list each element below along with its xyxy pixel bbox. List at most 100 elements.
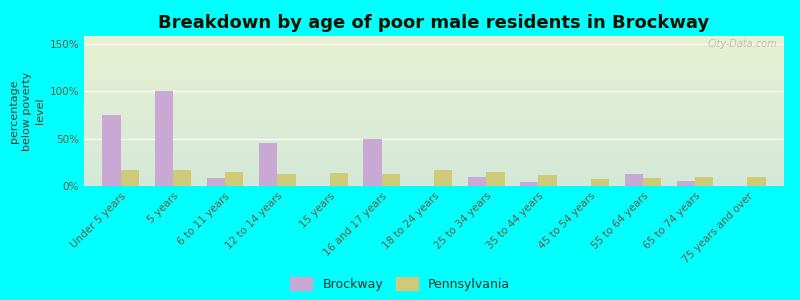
Bar [538,175,557,186]
Bar [259,143,278,186]
Bar [84,159,784,160]
Title: Breakdown by age of poor male residents in Brockway: Breakdown by age of poor male residents … [158,14,710,32]
Bar [84,148,784,150]
Bar [590,179,609,186]
Bar [84,162,784,164]
Bar [84,46,784,48]
Bar [206,178,225,186]
Bar [84,168,784,170]
Bar [84,54,784,56]
Bar [84,88,784,90]
Bar [84,112,784,114]
Bar [625,174,643,186]
Bar [84,52,784,54]
Bar [84,178,784,180]
Bar [84,130,784,132]
Bar [173,170,191,186]
Bar [84,87,784,88]
Bar [84,138,784,140]
Bar [84,81,784,82]
Bar [84,75,784,76]
Bar [84,171,784,172]
Bar [84,136,784,138]
Bar [84,128,784,129]
Bar [84,182,784,183]
Bar [84,141,784,142]
Bar [84,154,784,156]
Bar [84,120,784,122]
Bar [84,126,784,128]
Bar [225,172,243,186]
Bar [84,111,784,112]
Bar [84,39,784,40]
Bar [363,139,382,186]
Bar [84,48,784,50]
Bar [486,172,505,186]
Bar [84,160,784,162]
Bar [84,76,784,78]
Bar [84,105,784,106]
Bar [84,117,784,118]
Bar [84,114,784,116]
Bar [102,115,121,186]
Bar [84,66,784,68]
Bar [154,91,173,186]
Bar [84,142,784,144]
Bar [84,90,784,92]
Bar [84,74,784,75]
Bar [84,42,784,44]
Bar [84,106,784,108]
Bar [84,118,784,120]
Bar [84,57,784,58]
Bar [278,174,295,186]
Bar [84,82,784,84]
Bar [84,110,784,111]
Bar [434,170,452,186]
Bar [84,169,784,171]
Y-axis label: percentage
below poverty
level: percentage below poverty level [9,71,46,151]
Bar [84,50,784,51]
Bar [84,84,784,86]
Bar [84,92,784,93]
Bar [84,99,784,100]
Bar [84,116,784,117]
Bar [84,123,784,124]
Bar [643,178,662,186]
Bar [84,40,784,42]
Bar [84,102,784,104]
Bar [84,147,784,148]
Bar [84,96,784,98]
Bar [84,167,784,168]
Bar [677,181,695,186]
Bar [84,38,784,39]
Bar [84,124,784,126]
Bar [84,58,784,60]
Bar [84,98,784,99]
Bar [84,78,784,80]
Text: City-Data.com: City-Data.com [707,39,777,49]
Bar [695,178,714,186]
Bar [84,174,784,176]
Bar [747,178,766,186]
Bar [84,56,784,57]
Bar [84,158,784,159]
Bar [84,61,784,63]
Legend: Brockway, Pennsylvania: Brockway, Pennsylvania [290,277,510,291]
Bar [84,122,784,123]
Bar [84,60,784,61]
Bar [84,69,784,70]
Bar [84,172,784,174]
Bar [84,85,784,87]
Bar [84,146,784,147]
Bar [84,93,784,94]
Bar [84,132,784,134]
Bar [84,156,784,158]
Bar [84,184,784,186]
Bar [84,63,784,64]
Bar [84,36,784,38]
Bar [84,94,784,96]
Bar [468,176,486,186]
Bar [84,153,784,154]
Bar [520,182,538,186]
Bar [84,176,784,177]
